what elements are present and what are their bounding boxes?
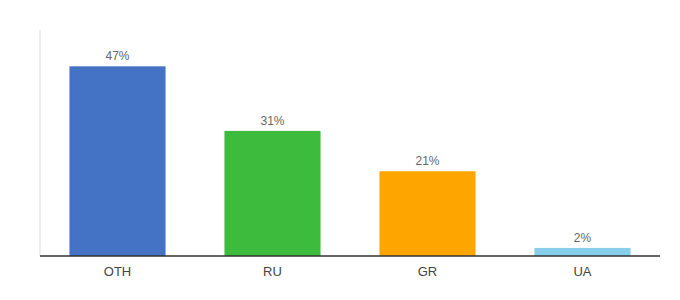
bar (379, 171, 475, 256)
x-tick-label: OTH (104, 264, 131, 279)
bars (69, 66, 630, 256)
bar (534, 248, 630, 256)
chart-container: 47% 31% 21% 2% OTH RU GR UA (0, 0, 680, 300)
chart: 47% 31% 21% 2% OTH RU GR UA (0, 0, 680, 300)
x-tick-label: UA (573, 264, 591, 279)
data-label: 2% (574, 231, 592, 245)
y-axis-line (40, 30, 41, 256)
bar (69, 66, 165, 256)
data-label: 21% (415, 154, 439, 168)
x-tick-label: RU (263, 264, 282, 279)
data-label: 31% (260, 114, 284, 128)
x-axis-line (40, 255, 660, 257)
x-tick-label: GR (418, 264, 438, 279)
data-label: 47% (105, 49, 129, 63)
bar (224, 131, 320, 256)
